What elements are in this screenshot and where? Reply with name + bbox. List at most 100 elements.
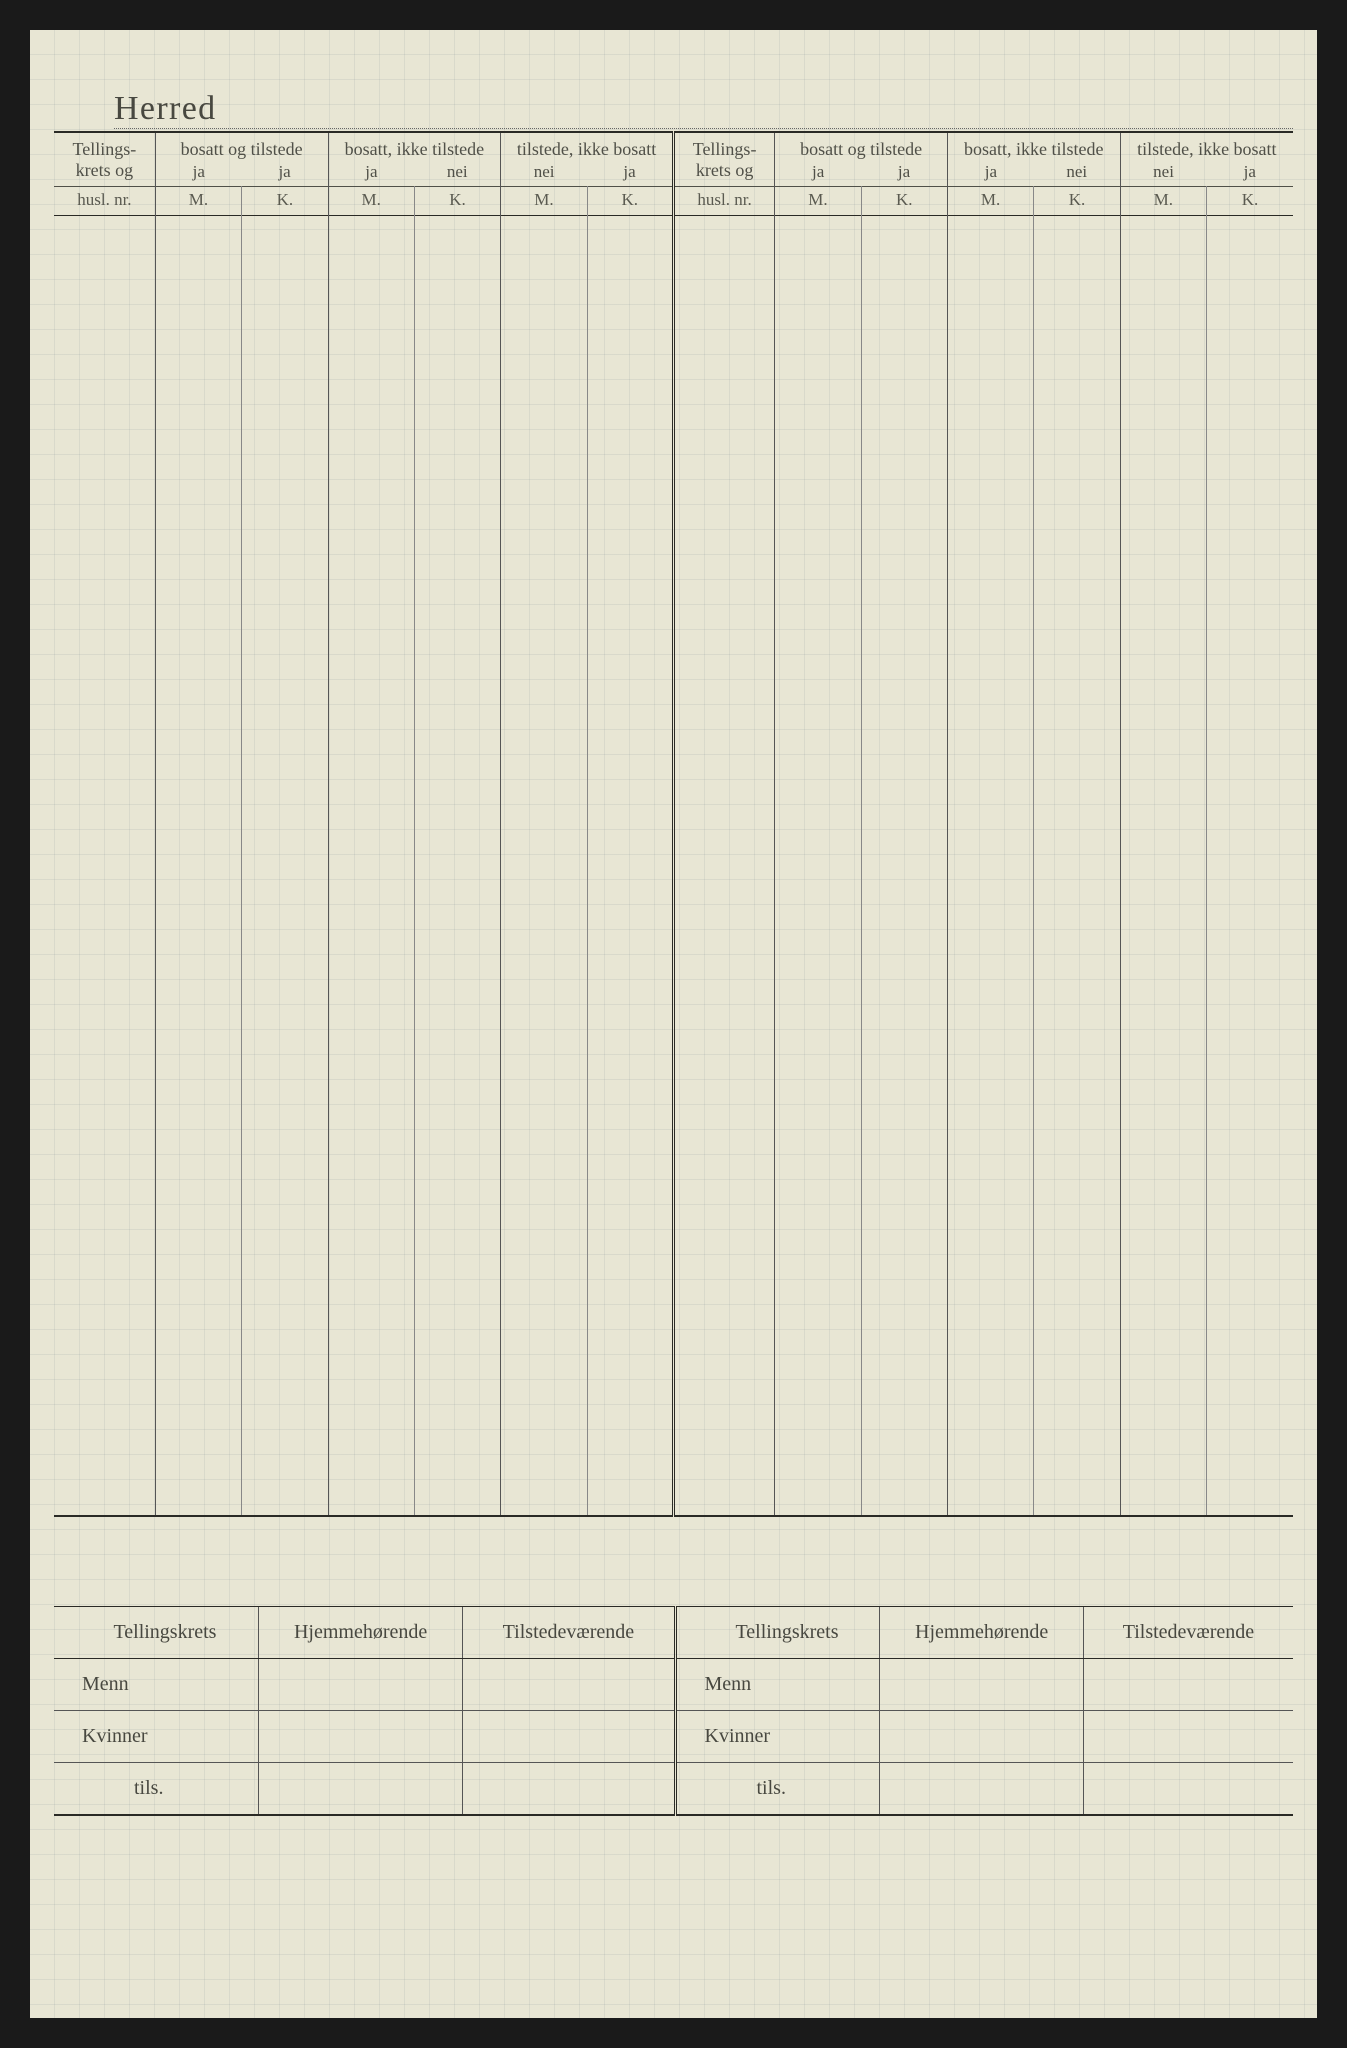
sub-3r-b: ja bbox=[1206, 162, 1293, 187]
summary-col-2: Hjemmehørende bbox=[258, 1606, 462, 1658]
summary-row-kvinner: Kvinner bbox=[54, 1710, 674, 1762]
mk-3l-m: M. bbox=[501, 187, 587, 216]
summary-row-label: tils. bbox=[677, 1762, 880, 1815]
gap-left bbox=[54, 1516, 673, 1606]
summary-row-tils: tils. bbox=[54, 1762, 674, 1815]
summary-cell bbox=[258, 1762, 462, 1815]
body-cell bbox=[54, 216, 155, 1516]
summary-right: Tellingskrets Hjemmehørende Tilstedevære… bbox=[674, 1606, 1294, 1816]
gap-right bbox=[673, 1516, 1293, 1606]
summary-table-left: Tellingskrets Hjemmehørende Tilstedevære… bbox=[54, 1606, 674, 1816]
body-cell bbox=[673, 216, 774, 1516]
mk-3l-k: K. bbox=[587, 187, 673, 216]
document-page: Herred Tellings- krets og bosatt og tils… bbox=[30, 30, 1317, 2018]
id-line3-r: husl. nr. bbox=[673, 187, 774, 216]
summary-cell bbox=[880, 1658, 1083, 1710]
sub-1l-a: ja bbox=[155, 162, 241, 187]
body-row bbox=[54, 216, 1293, 1516]
header-row-1: Tellings- krets og bosatt og tilstede bo… bbox=[54, 132, 1293, 162]
body-cell bbox=[501, 216, 587, 1516]
body-cell bbox=[328, 216, 414, 1516]
mk-2r-m: M. bbox=[947, 187, 1033, 216]
summary-row-tils: tils. bbox=[677, 1762, 1294, 1815]
mk-3r-m: M. bbox=[1120, 187, 1206, 216]
summary-table-right: Tellingskrets Hjemmehørende Tilstedevære… bbox=[677, 1606, 1294, 1816]
id-line1: Tellings- bbox=[73, 139, 137, 159]
group-heading-1l: bosatt og tilstede bbox=[155, 132, 328, 162]
summary-row-label: Kvinner bbox=[677, 1710, 880, 1762]
summary-row-menn: Menn bbox=[677, 1658, 1294, 1710]
summary-row-label: tils. bbox=[54, 1762, 258, 1815]
id-col-header-r: Tellings- krets og bbox=[673, 132, 774, 187]
summary-cell bbox=[1083, 1658, 1293, 1710]
summary-col-3: Tilstedeværende bbox=[1083, 1606, 1293, 1658]
body-cell bbox=[587, 216, 673, 1516]
body-cell bbox=[242, 216, 328, 1516]
body-cell bbox=[1206, 216, 1293, 1516]
summary-section: Tellingskrets Hjemmehørende Tilstedevære… bbox=[54, 1606, 1293, 1816]
body-cell bbox=[947, 216, 1033, 1516]
sub-1r-a: ja bbox=[775, 162, 861, 187]
summary-cell bbox=[880, 1762, 1083, 1815]
sub-2r-b: nei bbox=[1034, 162, 1120, 187]
summary-row-label: Menn bbox=[54, 1658, 258, 1710]
mk-2l-k: K. bbox=[414, 187, 500, 216]
summary-cell bbox=[463, 1710, 674, 1762]
summary-row-label: Menn bbox=[677, 1658, 880, 1710]
title-underline bbox=[114, 128, 1293, 129]
id-line2-r: krets og bbox=[696, 160, 754, 180]
mk-1l-m: M. bbox=[155, 187, 241, 216]
id-line1-r: Tellings- bbox=[693, 139, 757, 159]
group-heading-1r: bosatt og tilstede bbox=[775, 132, 948, 162]
body-cell bbox=[861, 216, 947, 1516]
group-heading-2l: bosatt, ikke tilstede bbox=[328, 132, 501, 162]
gap-row bbox=[54, 1516, 1293, 1606]
summary-header: Tellingskrets Hjemmehørende Tilstedevære… bbox=[677, 1606, 1294, 1658]
main-table: Tellings- krets og bosatt og tilstede bo… bbox=[54, 131, 1293, 1606]
body-cell bbox=[1120, 216, 1206, 1516]
mk-1l-k: K. bbox=[242, 187, 328, 216]
summary-cell bbox=[463, 1762, 674, 1815]
summary-cell bbox=[1083, 1710, 1293, 1762]
summary-header: Tellingskrets Hjemmehørende Tilstedevære… bbox=[54, 1606, 674, 1658]
summary-row-label: Kvinner bbox=[54, 1710, 258, 1762]
group-heading-2r: bosatt, ikke tilstede bbox=[947, 132, 1120, 162]
summary-cell bbox=[258, 1710, 462, 1762]
sub-2l-b: nei bbox=[414, 162, 500, 187]
summary-col-2: Hjemmehørende bbox=[880, 1606, 1083, 1658]
sub-3l-b: ja bbox=[587, 162, 673, 187]
summary-row-menn: Menn bbox=[54, 1658, 674, 1710]
sub-3r-a: nei bbox=[1120, 162, 1206, 187]
id-line3-l: husl. nr. bbox=[54, 187, 155, 216]
header-row-3: husl. nr. M. K. M. K. M. K. husl. nr. M.… bbox=[54, 187, 1293, 216]
body-cell bbox=[775, 216, 861, 1516]
mk-1r-m: M. bbox=[775, 187, 861, 216]
id-col-header: Tellings- krets og bbox=[54, 132, 155, 187]
sub-1r-b: ja bbox=[861, 162, 947, 187]
summary-left: Tellingskrets Hjemmehørende Tilstedevære… bbox=[54, 1606, 674, 1816]
id-line2: krets og bbox=[76, 160, 134, 180]
summary-cell bbox=[258, 1658, 462, 1710]
mk-3r-k: K. bbox=[1206, 187, 1293, 216]
title-row: Herred bbox=[114, 90, 1293, 128]
body-cell bbox=[1034, 216, 1120, 1516]
summary-col-1: Tellingskrets bbox=[677, 1606, 880, 1658]
mk-2l-m: M. bbox=[328, 187, 414, 216]
group-heading-3l: tilstede, ikke bosatt bbox=[501, 132, 674, 162]
body-cell bbox=[155, 216, 241, 1516]
group-heading-3r: tilstede, ikke bosatt bbox=[1120, 132, 1293, 162]
sub-2l-a: ja bbox=[328, 162, 414, 187]
sub-3l-a: nei bbox=[501, 162, 587, 187]
summary-col-3: Tilstedeværende bbox=[463, 1606, 674, 1658]
page-title: Herred bbox=[114, 90, 217, 127]
summary-cell bbox=[880, 1710, 1083, 1762]
mk-1r-k: K. bbox=[861, 187, 947, 216]
summary-col-1: Tellingskrets bbox=[54, 1606, 258, 1658]
summary-cell bbox=[1083, 1762, 1293, 1815]
summary-row-kvinner: Kvinner bbox=[677, 1710, 1294, 1762]
sub-2r-a: ja bbox=[947, 162, 1033, 187]
mk-2r-k: K. bbox=[1034, 187, 1120, 216]
summary-cell bbox=[463, 1658, 674, 1710]
body-cell bbox=[414, 216, 500, 1516]
sub-1l-b: ja bbox=[242, 162, 328, 187]
